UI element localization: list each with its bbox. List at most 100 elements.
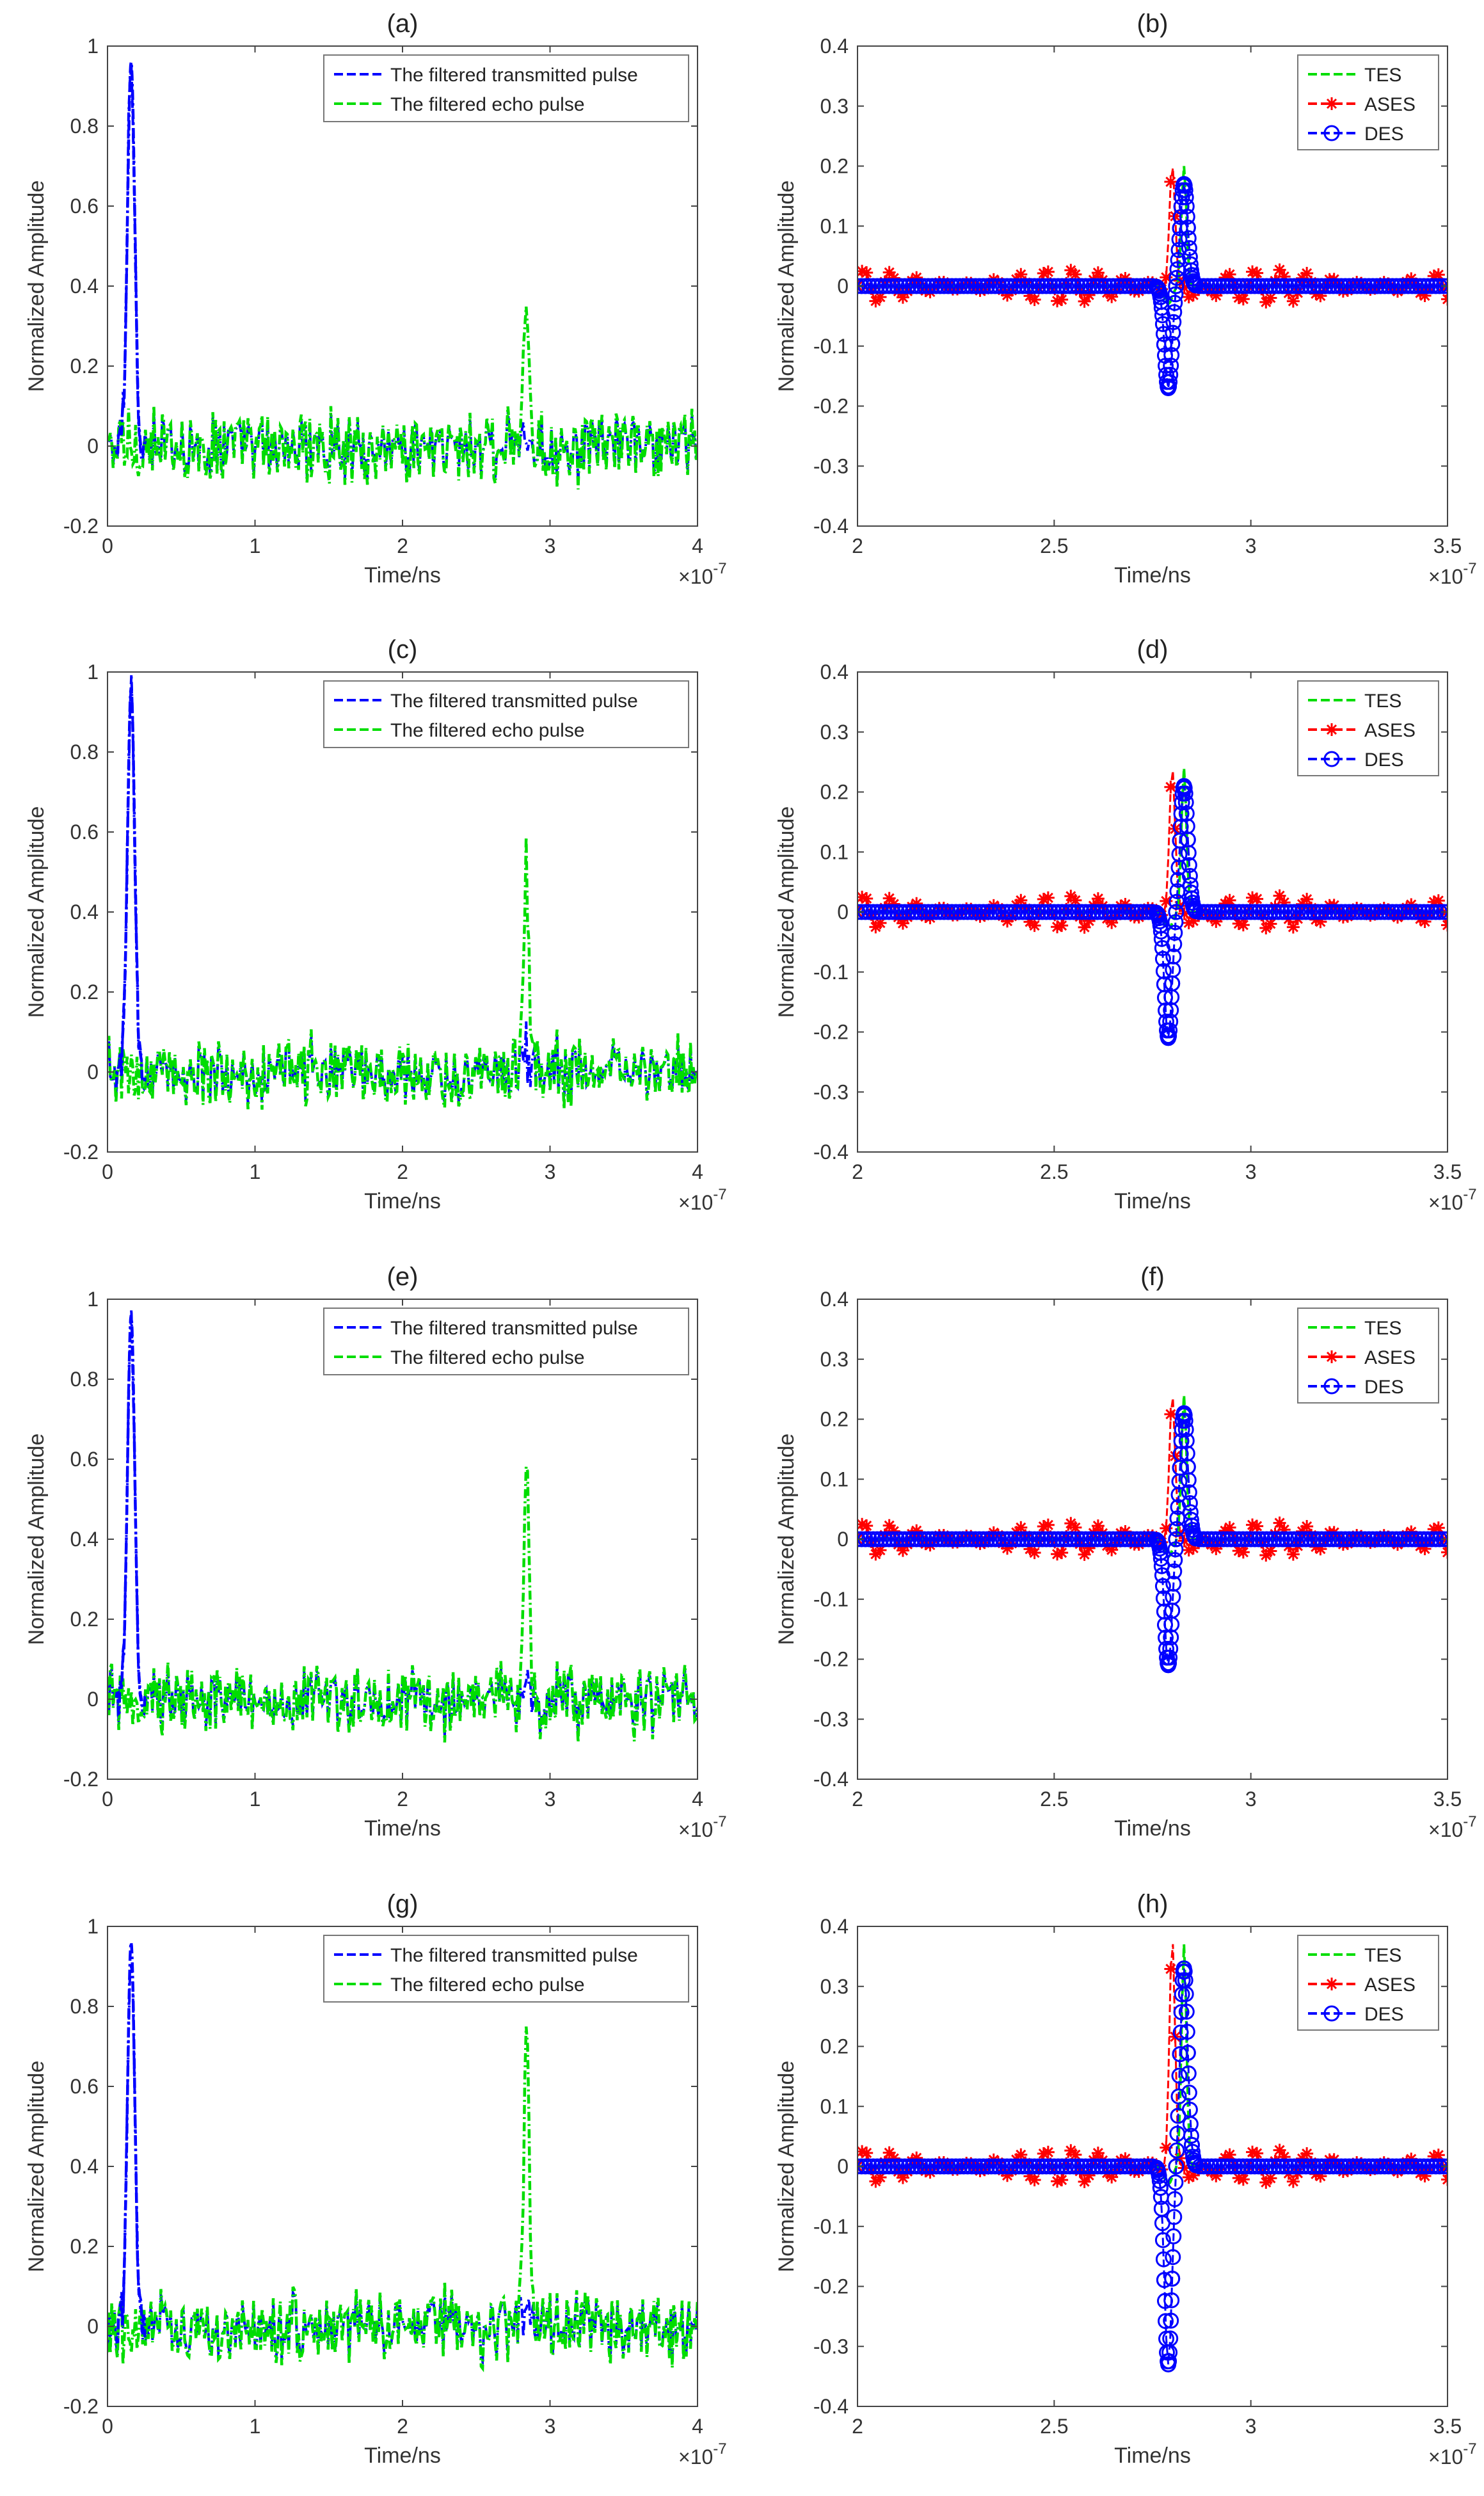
axis-ticks [857, 1299, 1448, 1780]
x-tick-label: 2 [852, 534, 863, 557]
x-exponent-label: ×10-7 [678, 2440, 727, 2468]
panel-label: (g) [387, 1890, 419, 1918]
series-transmitted-pulse-peak [115, 1942, 147, 2344]
data-layer [858, 767, 1448, 1046]
series-echo-pulse [108, 1466, 698, 1743]
y-tick-label: 0.3 [820, 1975, 849, 1998]
series-transmitted-pulse-peak [115, 1315, 147, 1717]
y-axis-label: Normalized Amplitude [774, 1434, 799, 1645]
x-exponent-label: ×10-7 [678, 1186, 727, 1214]
x-tick-label: 0 [102, 1160, 113, 1183]
chart-panel-h: (h) 2 2.5 3 3.5 -0.4 -0.3 -0.2 -0.1 0 0.1 0.2 0.3 0.4… [774, 1890, 1477, 2468]
x-tick-label: 4 [692, 1160, 703, 1183]
x-tick-label: 1 [250, 1160, 261, 1183]
x-tick-label: 3 [545, 1160, 556, 1183]
chart-panel-f: (f) 2 2.5 3 3.5 -0.4 -0.3 -0.2 -0.1 0 0.1 0.2 0.3 0.4… [774, 1263, 1477, 1841]
y-tick-label: 0.4 [70, 900, 99, 924]
y-tick-label: -0.4 [813, 1140, 849, 1164]
y-tick-label: 0 [87, 1688, 99, 1711]
legend: TES ASES DES [1297, 680, 1439, 776]
series-transmitted-pulse-peak [115, 687, 147, 1088]
y-tick-label: -0.2 [63, 1140, 99, 1164]
y-tick-label: 1 [87, 1915, 99, 1938]
legend-label: The filtered transmitted pulse [390, 691, 638, 712]
data-layer [108, 674, 698, 1110]
axis-ticks [857, 671, 1448, 1153]
y-tick-label: -0.3 [813, 454, 849, 477]
panel-label: (b) [1137, 10, 1169, 38]
x-tick-label: 1 [250, 534, 261, 557]
y-tick-label: 1 [87, 35, 99, 58]
legend: The filtered transmitted pulse The filter… [323, 54, 689, 122]
legend-marker-circle [1323, 751, 1340, 767]
x-tick-label: 0 [102, 534, 113, 557]
data-layer [108, 1309, 698, 1743]
x-exponent-label: ×10-7 [678, 560, 727, 588]
legend-box [323, 54, 689, 122]
series-transmitted-pulse [108, 1965, 698, 2365]
x-tick-label: 2 [397, 1788, 408, 1811]
y-tick-label: 0.2 [820, 781, 849, 804]
y-tick-label: 0 [837, 275, 849, 298]
legend: The filtered transmitted pulse The filter… [323, 680, 689, 748]
y-tick-label: -0.4 [813, 1768, 849, 1791]
x-exponent-label: ×10-7 [1428, 560, 1477, 588]
y-tick-label: 0.4 [820, 35, 849, 58]
y-tick-label: 0.8 [70, 1368, 99, 1391]
y-tick-label: 1 [87, 660, 99, 684]
series-des-markers [858, 778, 1448, 1046]
panel-label: (e) [387, 1263, 419, 1291]
legend: TES ASES DES [1297, 54, 1439, 150]
x-axis-label: Time/ns [1114, 563, 1191, 588]
panel-label: (h) [1137, 1890, 1169, 1918]
y-tick-label: -0.1 [813, 335, 849, 358]
x-tick-label: 3.5 [1433, 534, 1462, 557]
chart-panel-a: (a)0 1 2 3 4-0.200.20.40.60.81Time/nsNormali… [24, 10, 727, 588]
x-tick-label: 3 [545, 1788, 556, 1811]
legend: TES ASES DES [1297, 1935, 1439, 2031]
y-tick-label: 0.2 [820, 155, 849, 178]
x-tick-label: 1 [250, 1788, 261, 1811]
x-exponent-label: ×10-7 [1428, 2440, 1477, 2468]
legend-label: The filtered echo pulse [390, 94, 585, 115]
x-tick-label: 2 [852, 1160, 863, 1183]
y-tick-label: 0.4 [820, 1915, 849, 1938]
x-tick-label: 3.5 [1433, 1160, 1462, 1183]
legend-marker-circle [1323, 125, 1340, 141]
legend: TES ASES DES [1297, 1308, 1439, 1404]
legend-label: DES [1364, 1377, 1404, 1398]
y-tick-label: -0.3 [813, 1080, 849, 1103]
y-tick-label: 0.1 [820, 2095, 849, 2118]
plot-area [108, 1926, 698, 2406]
x-tick-label: 3 [1245, 2415, 1257, 2438]
legend-box [323, 1308, 689, 1375]
x-exponent-label: ×10-7 [1428, 1186, 1477, 1214]
chart-panel-d: (d) 2 2.5 3 3.5 -0.4 -0.3 -0.2 -0.1 0 0.1 0.2 0.3 0.4… [774, 636, 1477, 1214]
x-axis-label: Time/ns [1114, 2444, 1191, 2468]
legend-label: The filtered transmitted pulse [390, 1945, 638, 1966]
axis-ticks [107, 1926, 698, 2407]
legend-label: DES [1364, 2004, 1404, 2025]
x-tick-label: 2.5 [1040, 1160, 1068, 1183]
y-axis-label: Normalized Amplitude [24, 806, 49, 1018]
y-tick-label: 0.4 [70, 275, 99, 298]
x-tick-label: 3 [1245, 534, 1257, 557]
y-tick-label: 0.4 [70, 1528, 99, 1551]
x-tick-label: 2 [397, 534, 408, 557]
y-axis-label: Normalized Amplitude [774, 806, 799, 1018]
x-tick-label: 3.5 [1433, 2415, 1462, 2438]
x-tick-label: 2.5 [1040, 1788, 1068, 1811]
x-tick-label: 0 [102, 2415, 113, 2438]
legend-marker-star [1325, 1350, 1338, 1363]
legend-box [323, 1935, 689, 2003]
chart-panel-c: (c)0 1 2 3 4-0.200.20.40.60.81Time/nsNormali… [24, 636, 727, 1214]
legend-label: ASES [1364, 720, 1416, 741]
x-axis-label: Time/ns [1114, 1189, 1191, 1213]
legend-label: DES [1364, 749, 1404, 771]
legend-marker-circle [1323, 1378, 1340, 1395]
y-tick-label: -0.2 [813, 395, 849, 418]
legend-label: TES [1364, 65, 1401, 86]
y-tick-label: -0.1 [813, 961, 849, 984]
x-tick-label: 4 [692, 534, 703, 557]
x-tick-label: 0 [102, 1788, 113, 1811]
